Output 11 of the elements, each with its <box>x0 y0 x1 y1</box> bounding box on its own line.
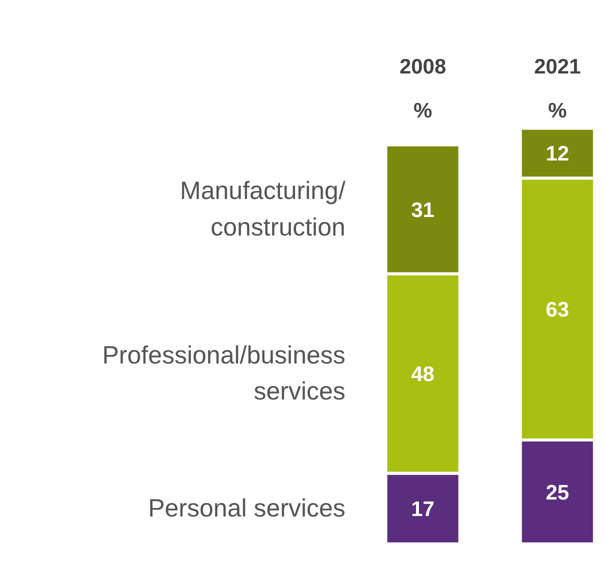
series-label: Manufacturing/ construction <box>180 177 346 242</box>
x-tick-label: 2008 % <box>399 56 446 122</box>
data-label: 25 <box>546 481 570 504</box>
data-label: 63 <box>546 298 570 322</box>
data-label: 48 <box>411 363 435 386</box>
data-label: 31 <box>411 198 435 222</box>
series-label: Personal services <box>148 494 346 523</box>
x-tick-label: 2021 % <box>534 56 582 122</box>
series-label: Professional/business services <box>102 341 346 406</box>
data-label: 12 <box>546 142 570 166</box>
data-label: 17 <box>411 498 434 522</box>
